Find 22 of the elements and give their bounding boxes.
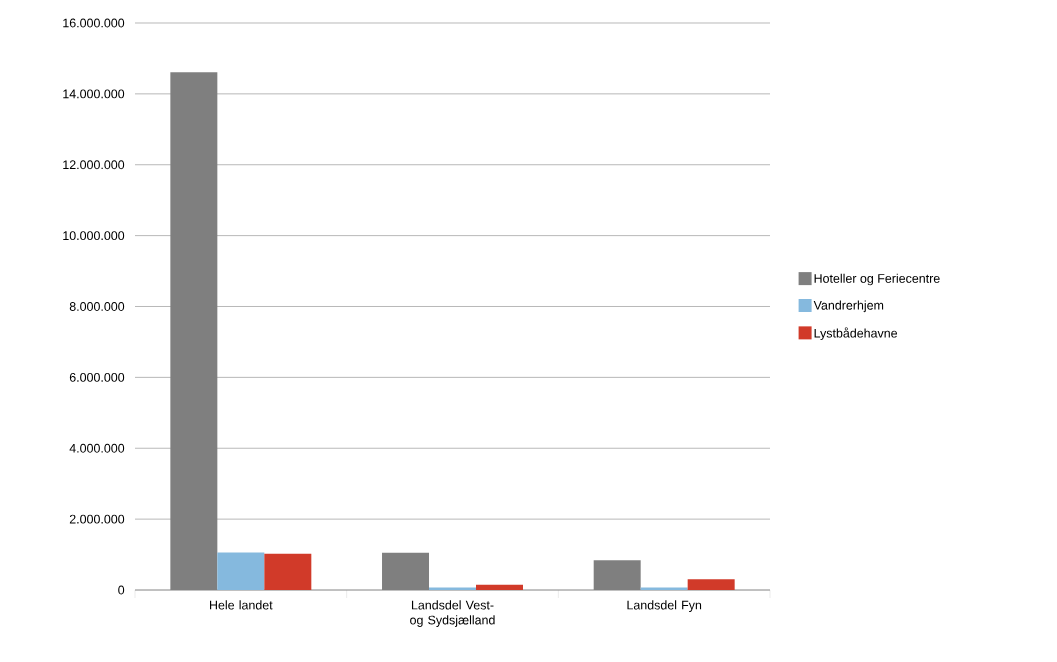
x-tick-label: Hele landet bbox=[210, 600, 273, 610]
y-tick-label: 6.000.000 bbox=[69, 372, 125, 382]
bar bbox=[382, 552, 430, 590]
bar bbox=[217, 552, 265, 590]
bar bbox=[170, 72, 218, 590]
y-tick-label: 0 bbox=[118, 585, 125, 595]
bar bbox=[687, 579, 735, 590]
x-tick-label: Landsdel Fyn bbox=[627, 600, 702, 612]
y-tick-label: 4.000.000 bbox=[69, 443, 125, 453]
y-tick-label: 14.000.000 bbox=[63, 89, 125, 99]
y-tick-label: 16.000.000 bbox=[63, 18, 125, 28]
y-tick-label: 2.000.000 bbox=[69, 514, 125, 524]
legend-label: Hoteller og Feriecentre bbox=[814, 273, 940, 286]
legend-label: Lystbådehavne bbox=[814, 327, 898, 341]
bar bbox=[593, 560, 641, 590]
bar bbox=[264, 553, 312, 590]
y-tick-label: 10.000.000 bbox=[63, 231, 125, 241]
y-tick-label: 8.000.000 bbox=[69, 302, 125, 311]
legend-label: Vandrerhjem bbox=[813, 300, 884, 313]
x-tick-label: Landsdel Vest- og Sydsjælland bbox=[410, 600, 495, 627]
y-tick-label: 12.000.000 bbox=[63, 160, 125, 170]
bar bbox=[476, 584, 523, 590]
